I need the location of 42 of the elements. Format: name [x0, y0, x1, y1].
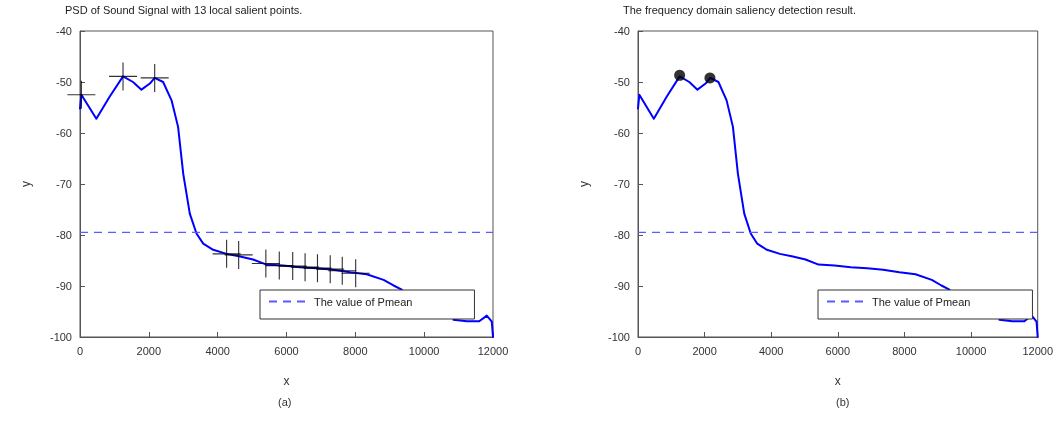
point: [109, 62, 138, 91]
x-tick-label: 2000: [692, 344, 717, 357]
x-tick-label: 6000: [274, 344, 299, 357]
y-axis-title: y: [577, 181, 591, 187]
x-tick-label: 12000: [1022, 344, 1053, 357]
legend-label: The value of Pmean: [314, 295, 413, 308]
x-tick-label: 0: [76, 344, 84, 357]
x-tick-label: 6000: [825, 344, 851, 357]
y-axis-title: y: [19, 181, 33, 187]
x-tick-label: 4000: [758, 344, 784, 357]
y-tick-label: -100: [607, 331, 630, 343]
chart-title: The frequency domain saliency detection result.: [623, 3, 856, 16]
y-tick-label: -50: [614, 76, 630, 88]
y-tick-label: -50: [56, 76, 72, 88]
x-tick-label: 8000: [343, 344, 368, 357]
y-tick-label: -90: [56, 280, 72, 292]
chart-title: PSD of Sound Signal with 13 local salient points.: [65, 3, 303, 16]
x-tick-label: 10000: [955, 344, 987, 357]
y-tick-label: -90: [614, 280, 630, 292]
x-axis-title: x: [834, 374, 841, 388]
y-tick-label: -80: [614, 229, 630, 241]
y-tick-label: -70: [56, 178, 72, 190]
x-tick-label: 2000: [136, 344, 162, 357]
x-tick-label: 4000: [205, 344, 230, 357]
point: [341, 259, 370, 288]
x-axis-title: x: [283, 374, 290, 388]
y-tick-label: -70: [614, 178, 630, 190]
y-tick-label: -100: [49, 331, 72, 343]
point: [224, 240, 253, 269]
y-tick-label: -40: [614, 25, 630, 37]
x-tick-label: 10000: [408, 344, 440, 357]
y-tick-label: -60: [614, 127, 630, 139]
x-tick-label: 12000: [477, 344, 509, 357]
y-tick-label: -60: [56, 127, 72, 139]
y-tick-label: -80: [56, 229, 72, 241]
legend-label: The value of Pmean: [872, 295, 971, 308]
text: (b): [836, 395, 850, 408]
x-tick-label: 0: [634, 344, 642, 357]
text: (a): [278, 395, 292, 408]
x-tick-label: 8000: [892, 344, 917, 357]
point: [140, 63, 169, 92]
y-tick-label: -40: [56, 25, 72, 37]
